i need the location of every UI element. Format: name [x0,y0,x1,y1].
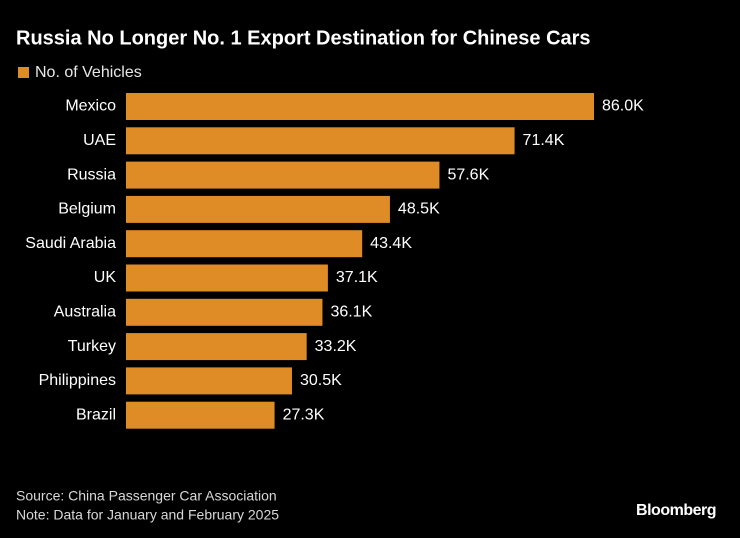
value-label: 48.5K [398,201,440,218]
value-label: 30.5K [300,372,342,389]
bar [126,161,440,189]
value-label: 86.0K [602,98,644,115]
bar [126,367,292,395]
bar [126,401,275,429]
y-tick-label: Brazil [76,406,116,423]
note: Note: Data for January and February 2025 [16,507,279,523]
value-label: 33.2K [315,338,357,355]
y-tick-label: Turkey [68,338,116,355]
bar [126,298,323,326]
source: Source: China Passenger Car Association [16,488,277,504]
bar [126,230,363,258]
chart-title: Russia No Longer No. 1 Export Destinatio… [16,27,591,49]
y-tick-label: Australia [54,304,116,321]
value-label: 71.4K [523,132,565,149]
bar [126,264,328,292]
y-tick-label: UK [94,269,117,286]
value-label: 37.1K [336,269,378,286]
logo: Bloomberg [636,502,716,519]
y-tick-label: Belgium [58,201,116,218]
legend-swatch [18,67,29,78]
bar [126,195,390,223]
value-label: 43.4K [370,235,412,252]
y-tick-label: Philippines [39,372,116,389]
y-tick-label: Mexico [65,98,116,115]
y-tick-label: Saudi Arabia [25,235,116,252]
legend-label: No. of Vehicles [35,64,142,81]
bar [126,127,515,155]
value-label: 57.6K [447,166,489,183]
bar [126,93,594,120]
y-tick-label: UAE [83,132,116,149]
value-label: 36.1K [330,304,372,321]
bar [126,333,307,361]
y-tick-label: Russia [67,166,116,183]
value-label: 27.3K [283,406,325,423]
